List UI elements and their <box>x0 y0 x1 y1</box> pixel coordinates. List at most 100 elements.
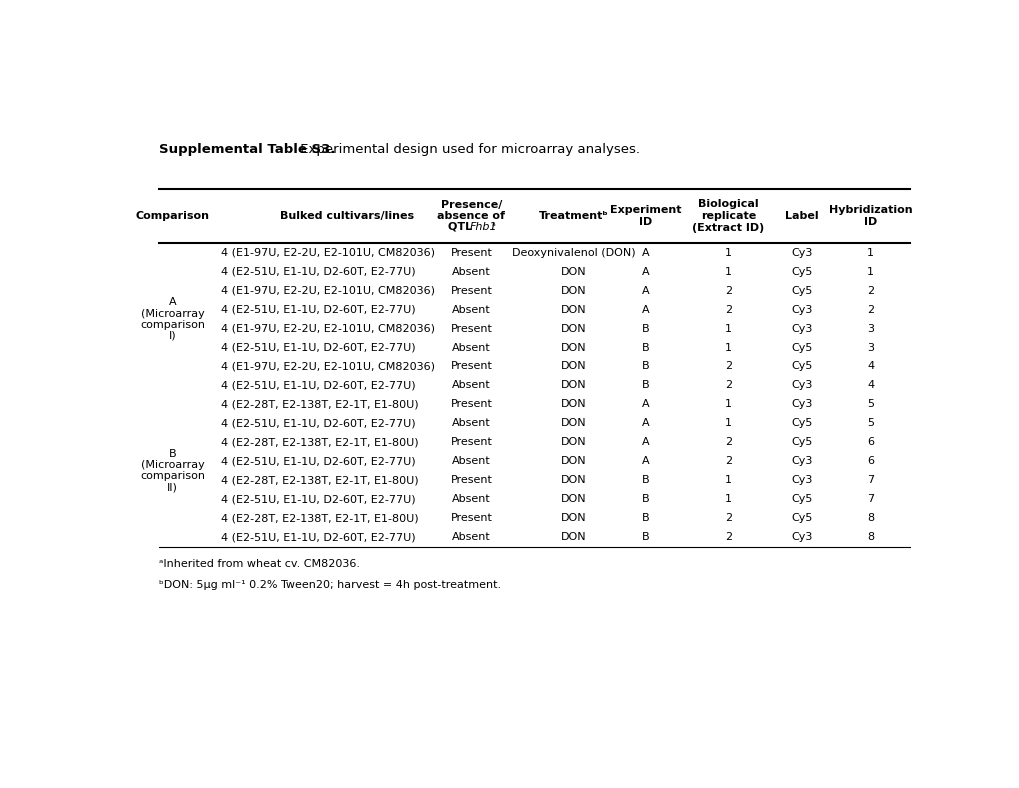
Text: Presence/: Presence/ <box>440 200 501 210</box>
Text: 4 (E2-51U, E1-1U, D2-60T, E2-77U): 4 (E2-51U, E1-1U, D2-60T, E2-77U) <box>220 381 415 390</box>
Text: 4 (E1-97U, E2-2U, E2-101U, CM82036): 4 (E1-97U, E2-2U, E2-101U, CM82036) <box>220 247 434 258</box>
Text: 7: 7 <box>866 494 873 504</box>
Text: 4 (E2-51U, E1-1U, D2-60T, E2-77U): 4 (E2-51U, E1-1U, D2-60T, E2-77U) <box>220 494 415 504</box>
Text: Present: Present <box>450 362 492 371</box>
Text: 1: 1 <box>866 247 873 258</box>
Text: Absent: Absent <box>451 343 490 352</box>
Text: DON: DON <box>560 418 586 429</box>
Text: Cy3: Cy3 <box>791 400 812 410</box>
Text: A: A <box>641 305 648 314</box>
Text: Supplemental Table S3.: Supplemental Table S3. <box>159 143 335 156</box>
Text: Cy5: Cy5 <box>791 418 812 429</box>
Text: Absent: Absent <box>451 418 490 429</box>
Text: 4 (E1-97U, E2-2U, E2-101U, CM82036): 4 (E1-97U, E2-2U, E2-101U, CM82036) <box>220 324 434 333</box>
Text: DON: DON <box>560 400 586 410</box>
Text: 5: 5 <box>866 418 873 429</box>
Text: 4 (E2-51U, E1-1U, D2-60T, E2-77U): 4 (E2-51U, E1-1U, D2-60T, E2-77U) <box>220 532 415 542</box>
Text: Absent: Absent <box>451 266 490 277</box>
Text: 2: 2 <box>866 305 873 314</box>
Text: B: B <box>641 494 648 504</box>
Text: (Microarray: (Microarray <box>141 460 204 470</box>
Text: 4 (E1-97U, E2-2U, E2-101U, CM82036): 4 (E1-97U, E2-2U, E2-101U, CM82036) <box>220 362 434 371</box>
Text: Fhb1: Fhb1 <box>470 221 497 232</box>
Text: 2: 2 <box>725 513 731 523</box>
Text: 1: 1 <box>725 418 731 429</box>
Text: B: B <box>641 362 648 371</box>
Text: Bulked cultivars/lines: Bulked cultivars/lines <box>280 211 414 221</box>
Text: 1: 1 <box>725 400 731 410</box>
Text: QTL: QTL <box>448 221 476 232</box>
Text: A: A <box>641 400 648 410</box>
Text: B: B <box>641 381 648 390</box>
Text: A: A <box>641 456 648 466</box>
Text: 2: 2 <box>725 362 731 371</box>
Text: 4: 4 <box>866 381 873 390</box>
Text: 2: 2 <box>866 285 873 296</box>
Text: absence of: absence of <box>437 211 504 221</box>
Text: I): I) <box>168 331 176 340</box>
Text: A: A <box>641 266 648 277</box>
Text: DON: DON <box>560 381 586 390</box>
Text: 1: 1 <box>725 266 731 277</box>
Text: B: B <box>168 449 176 459</box>
Text: DON: DON <box>560 305 586 314</box>
Text: 2: 2 <box>725 437 731 448</box>
Text: Comparison: Comparison <box>136 211 209 221</box>
Text: B: B <box>641 475 648 485</box>
Text: Absent: Absent <box>451 532 490 542</box>
Text: Cy5: Cy5 <box>791 437 812 448</box>
Text: 4 (E2-28T, E2-138T, E2-1T, E1-80U): 4 (E2-28T, E2-138T, E2-1T, E1-80U) <box>220 513 418 523</box>
Text: Cy5: Cy5 <box>791 513 812 523</box>
Text: 4 (E1-97U, E2-2U, E2-101U, CM82036): 4 (E1-97U, E2-2U, E2-101U, CM82036) <box>220 285 434 296</box>
Text: A: A <box>168 297 176 307</box>
Text: 4 (E2-28T, E2-138T, E2-1T, E1-80U): 4 (E2-28T, E2-138T, E2-1T, E1-80U) <box>220 437 418 448</box>
Text: DON: DON <box>560 362 586 371</box>
Text: B: B <box>641 343 648 352</box>
Text: Present: Present <box>450 437 492 448</box>
Text: 4 (E2-51U, E1-1U, D2-60T, E2-77U): 4 (E2-51U, E1-1U, D2-60T, E2-77U) <box>220 418 415 429</box>
Text: DON: DON <box>560 324 586 333</box>
Text: (Microarray: (Microarray <box>141 308 204 318</box>
Text: comparison: comparison <box>140 471 205 481</box>
Text: Cy5: Cy5 <box>791 494 812 504</box>
Text: DON: DON <box>560 285 586 296</box>
Text: Present: Present <box>450 513 492 523</box>
Text: DON: DON <box>560 456 586 466</box>
Text: Present: Present <box>450 400 492 410</box>
Text: 8: 8 <box>866 532 873 542</box>
Text: 1: 1 <box>725 247 731 258</box>
Text: Absent: Absent <box>451 381 490 390</box>
Text: Present: Present <box>450 285 492 296</box>
Text: II): II) <box>167 482 178 492</box>
Text: B: B <box>641 513 648 523</box>
Text: ᵇDON: 5μg ml⁻¹ 0.2% Tween20; harvest = 4h post-treatment.: ᵇDON: 5μg ml⁻¹ 0.2% Tween20; harvest = 4… <box>159 580 500 590</box>
Text: B: B <box>641 532 648 542</box>
Text: Experiment
ID: Experiment ID <box>609 205 681 227</box>
Text: Cy3: Cy3 <box>791 381 812 390</box>
Text: DON: DON <box>560 513 586 523</box>
Text: 2: 2 <box>725 305 731 314</box>
Text: Cy3: Cy3 <box>791 456 812 466</box>
Text: DON: DON <box>560 437 586 448</box>
Text: DON: DON <box>560 343 586 352</box>
Text: 4 (E2-51U, E1-1U, D2-60T, E2-77U): 4 (E2-51U, E1-1U, D2-60T, E2-77U) <box>220 456 415 466</box>
Text: A: A <box>641 437 648 448</box>
Text: Cy3: Cy3 <box>791 475 812 485</box>
Text: 1: 1 <box>725 494 731 504</box>
Text: Experimental design used for microarray analyses.: Experimental design used for microarray … <box>296 143 639 156</box>
Text: comparison: comparison <box>140 320 205 329</box>
Text: Cy5: Cy5 <box>791 285 812 296</box>
Text: Cy3: Cy3 <box>791 532 812 542</box>
Text: DON: DON <box>560 266 586 277</box>
Text: 2: 2 <box>725 532 731 542</box>
Text: Deoxynivalenol (DON): Deoxynivalenol (DON) <box>512 247 635 258</box>
Text: 6: 6 <box>866 456 873 466</box>
Text: 4 (E2-51U, E1-1U, D2-60T, E2-77U): 4 (E2-51U, E1-1U, D2-60T, E2-77U) <box>220 305 415 314</box>
Text: 4 (E2-28T, E2-138T, E2-1T, E1-80U): 4 (E2-28T, E2-138T, E2-1T, E1-80U) <box>220 400 418 410</box>
Text: 4 (E2-51U, E1-1U, D2-60T, E2-77U): 4 (E2-51U, E1-1U, D2-60T, E2-77U) <box>220 343 415 352</box>
Text: A: A <box>641 247 648 258</box>
Text: Cy5: Cy5 <box>791 362 812 371</box>
Text: 3: 3 <box>866 324 873 333</box>
Text: 1: 1 <box>866 266 873 277</box>
Text: Cy5: Cy5 <box>791 343 812 352</box>
